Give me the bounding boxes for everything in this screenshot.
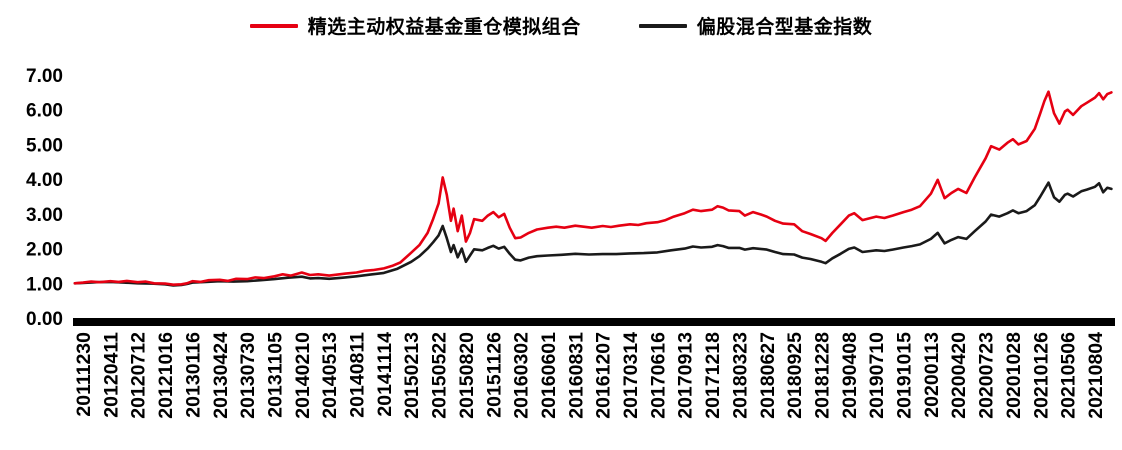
x-axis-tick-label: 20180323 xyxy=(729,332,751,419)
red-line-swatch xyxy=(249,23,298,28)
portfolio-line xyxy=(73,90,1113,286)
x-axis-line xyxy=(73,318,1115,326)
chart-plot-area: 0.00 1.00 2.00 3.00 4.00 5.00 6.00 7.00 20111230… xyxy=(26,66,1115,419)
x-axis-tick-label: 20160302 xyxy=(511,332,533,419)
x-axis-tick-label: 20120712 xyxy=(128,332,150,419)
x-axis-tick-label: 20191015 xyxy=(894,332,916,419)
x-axis-tick-label: 20200420 xyxy=(948,332,970,419)
x-axis-tick-label: 20121016 xyxy=(155,332,177,419)
x-axis-tick-label: 20151126 xyxy=(483,332,505,418)
x-axis-tick-label: 20180925 xyxy=(784,332,806,419)
x-axis-tick-label: 20200723 xyxy=(976,332,998,419)
x-axis-tick-label: 20131105 xyxy=(264,332,286,418)
y-axis-tick-label: 5.00 xyxy=(26,135,63,156)
x-axis-tick-label: 20111230 xyxy=(73,332,95,417)
y-axis-tick-label: 3.00 xyxy=(26,205,63,226)
black-line-swatch xyxy=(638,23,687,28)
legend-item-portfolio: 精选主动权益基金重仓模拟组合 xyxy=(249,12,581,39)
y-axis-tick-label: 4.00 xyxy=(26,170,63,191)
x-axis-tick-label: 20150213 xyxy=(401,332,423,419)
x-axis-tick-label: 20140513 xyxy=(319,332,341,419)
x-axis-tick-label: 20140210 xyxy=(292,332,314,419)
x-axis-tick-label: 20130424 xyxy=(210,332,232,419)
y-axis-tick-label: 6.00 xyxy=(26,101,63,122)
y-axis-tick-label: 2.00 xyxy=(26,240,63,261)
x-axis-tick-label: 20180627 xyxy=(757,332,779,419)
x-axis-tick-label: 20210126 xyxy=(1030,332,1052,419)
x-axis-tick-label: 20160831 xyxy=(565,332,587,419)
x-axis-tick-label: 20120411 xyxy=(100,332,122,418)
legend-label-index: 偏股混合型基金指数 xyxy=(696,17,873,38)
legend-item-index: 偏股混合型基金指数 xyxy=(638,12,873,39)
x-axis-tick-label: 20170616 xyxy=(647,332,669,419)
x-axis-tick-label: 20190408 xyxy=(839,332,861,419)
x-axis-tick-label: 20210804 xyxy=(1085,332,1107,419)
x-axis-tick-label: 20190710 xyxy=(866,332,888,419)
x-axis-tick-label: 20130116 xyxy=(182,332,204,418)
x-axis-tick-label: 20161207 xyxy=(593,332,615,419)
x-axis-tick-label: 20170314 xyxy=(620,332,642,419)
chart-legend: 精选主动权益基金重仓模拟组合 偏股混合型基金指数 xyxy=(0,0,1122,45)
x-axis-tick-label: 20150522 xyxy=(429,332,451,419)
x-axis-tick-label: 20140811 xyxy=(347,332,369,418)
legend-label-portfolio: 精选主动权益基金重仓模拟组合 xyxy=(307,17,581,38)
x-axis-tick-label: 20170913 xyxy=(675,332,697,419)
y-axis-tick-label: 1.00 xyxy=(26,274,63,295)
x-axis-tick-label: 20200113 xyxy=(921,332,943,418)
x-axis-tick-label: 20171218 xyxy=(702,332,724,419)
x-axis-tick-label: 20210506 xyxy=(1058,332,1080,419)
x-axis-tick-label: 20150820 xyxy=(456,332,478,419)
x-axis-tick-label: 20181228 xyxy=(811,332,833,419)
y-axis-tick-label: 0.00 xyxy=(26,309,63,330)
y-axis-tick-label: 7.00 xyxy=(26,66,63,87)
x-axis-tick-label: 20201028 xyxy=(1003,332,1025,419)
x-axis-tick-label: 20141114 xyxy=(374,332,396,417)
x-axis-tick-label: 20130730 xyxy=(237,332,259,419)
index-line xyxy=(73,181,1113,287)
x-axis-tick-label: 20160601 xyxy=(538,332,560,419)
